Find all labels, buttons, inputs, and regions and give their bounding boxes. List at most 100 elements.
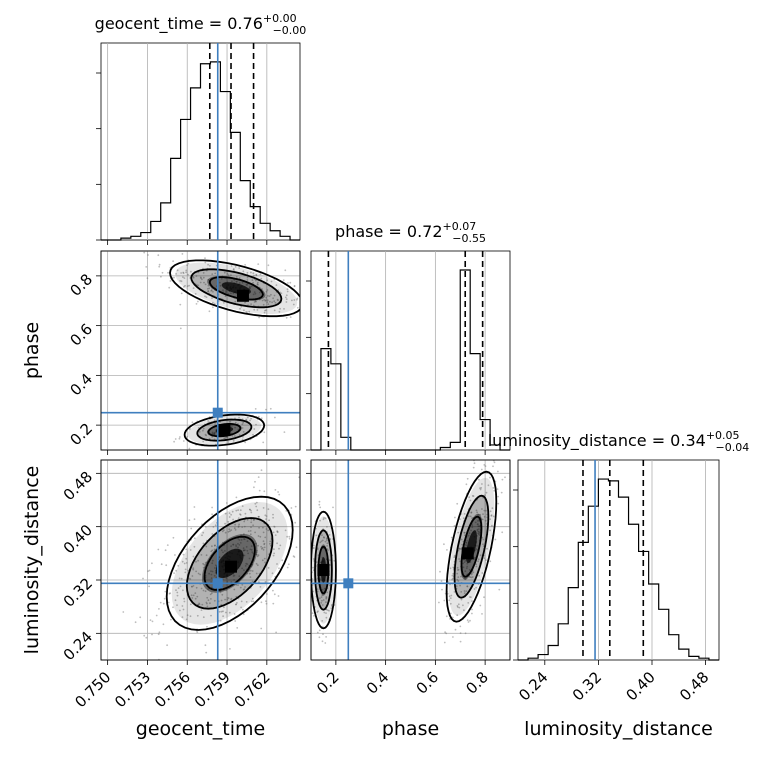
sample-point: [200, 609, 203, 611]
sample-point: [196, 631, 199, 633]
sample-point: [277, 299, 279, 302]
sample-point: [443, 641, 446, 644]
sample-point: [158, 631, 161, 634]
sample-point: [235, 545, 238, 548]
sample-point: [173, 572, 176, 574]
sample-point: [293, 285, 296, 288]
sample-point: [273, 552, 275, 555]
sample-point: [477, 533, 480, 536]
sample-point: [162, 623, 165, 626]
sample-point: [185, 562, 188, 564]
sample-point: [238, 544, 241, 546]
sample-point: [178, 577, 181, 580]
sample-point: [478, 525, 480, 528]
sample-point: [332, 506, 334, 509]
sample-point: [462, 566, 465, 569]
sample-point: [283, 308, 285, 310]
sample-point: [451, 577, 454, 580]
sample-point: [470, 573, 473, 576]
sample-point: [226, 436, 229, 439]
sample-point: [239, 542, 242, 544]
sample-point: [264, 300, 267, 302]
sample-point: [147, 254, 149, 256]
sample-point: [316, 611, 319, 614]
sample-point: [271, 301, 273, 304]
sample-point: [257, 415, 260, 418]
sample-point: [210, 577, 213, 580]
sample-point: [91, 248, 93, 250]
sample-point: [464, 543, 467, 546]
sample-point: [189, 603, 192, 606]
sample-point: [222, 610, 224, 613]
sample-point: [224, 512, 227, 515]
sample-point: [457, 576, 460, 578]
sample-point: [263, 311, 266, 314]
sample-point: [304, 530, 306, 532]
sample-point: [236, 280, 238, 283]
sample-point: [210, 598, 212, 600]
sample-point: [288, 535, 291, 538]
sample-point: [252, 519, 255, 521]
panel-border: [100, 459, 301, 661]
sample-point: [278, 493, 281, 496]
sample-point: [294, 521, 297, 524]
sample-point: [479, 513, 482, 516]
sample-point: [264, 536, 267, 539]
sample-point: [249, 286, 251, 289]
sample-point: [318, 629, 321, 632]
sample-point: [206, 602, 208, 605]
y-axis-label-phase: phase: [21, 322, 43, 379]
sample-point: [464, 578, 467, 581]
sample-point: [325, 538, 328, 540]
sample-point: [200, 277, 202, 279]
sample-point: [253, 518, 255, 521]
sample-point: [476, 528, 479, 531]
sample-point: [261, 559, 264, 562]
y-tick-label-luminosity_distance: 0.24: [60, 628, 96, 664]
sample-point: [249, 287, 251, 290]
sample-point: [243, 538, 246, 541]
sample-point: [278, 547, 280, 550]
x-tick-label-geocent_time: 0.756: [151, 668, 194, 711]
sample-point: [478, 528, 480, 530]
sample-point: [235, 276, 238, 278]
contour-1: [453, 494, 490, 599]
sample-point: [151, 620, 154, 623]
sample-point: [238, 282, 241, 284]
sample-point: [191, 575, 194, 577]
sample-point: [321, 640, 324, 643]
sample-point: [479, 554, 482, 557]
sample-point: [466, 477, 469, 480]
y-axis-label-luminosity_distance: luminosity_distance: [21, 466, 43, 655]
sample-point: [452, 566, 455, 569]
sample-point: [142, 577, 144, 580]
sample-point: [239, 307, 241, 310]
title-plus: +0.07: [443, 220, 477, 233]
sample-point: [202, 440, 205, 443]
sample-point: [286, 290, 289, 293]
sample-point: [185, 548, 188, 551]
title-plus: +0.05: [706, 429, 740, 442]
sample-point: [500, 491, 503, 494]
x-tick-label-geocent_time: 0.750: [71, 668, 114, 711]
sample-point: [289, 281, 292, 284]
sample-point: [221, 530, 224, 533]
sample-point: [240, 305, 243, 308]
sample-point: [463, 513, 466, 515]
sample-point: [207, 290, 210, 293]
cluster-0: [122, 469, 306, 660]
sample-point: [206, 625, 208, 628]
gridlines: [107, 43, 268, 240]
sample-point: [263, 557, 266, 560]
sample-point: [151, 562, 153, 565]
sample-point: [184, 284, 186, 287]
sample-point: [263, 546, 266, 549]
sample-point: [274, 489, 277, 491]
sample-point: [321, 599, 323, 602]
sample-point: [198, 431, 201, 433]
sample-point: [246, 549, 249, 552]
sample-point: [169, 592, 172, 595]
sample-point: [324, 517, 327, 520]
gridlines: [335, 251, 486, 450]
sample-point: [468, 596, 471, 598]
